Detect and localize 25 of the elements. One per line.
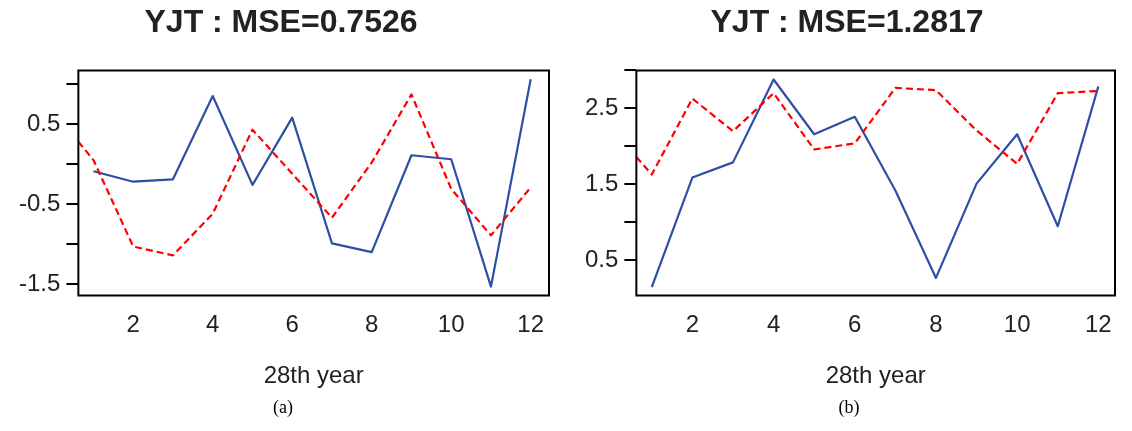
y-tick-label: 1.5 (584, 169, 619, 197)
chart-title: YJT : MSE=0.7526 (144, 3, 418, 40)
x-tick-label: 4 (206, 310, 220, 338)
x-tick-label: 12 (517, 310, 545, 338)
x-axis-title: 28th year (825, 361, 926, 389)
line-series (78, 93, 532, 257)
chart-title: YJT : MSE=1.2817 (710, 3, 984, 40)
x-tick-label: 8 (365, 310, 379, 338)
y-tick-label: 0.5 (26, 108, 61, 136)
y-tick-label: -0.5 (19, 188, 61, 216)
text: (a) (273, 397, 293, 418)
x-axis-title: 28th year (263, 361, 364, 389)
x-tick-label: 6 (848, 310, 862, 338)
x-tick-label: 4 (766, 310, 781, 338)
x-tick-label: 8 (929, 310, 943, 338)
y-tick-label: 2.5 (584, 93, 619, 121)
x-tick-label: 12 (1085, 310, 1112, 338)
x-tick-label: 2 (126, 310, 140, 338)
y-tick-label: -1.5 (19, 268, 61, 296)
text: (b) (838, 397, 860, 418)
x-tick-label: 10 (1003, 310, 1031, 338)
y-tick-label: 0.5 (584, 245, 619, 273)
x-tick-label: 6 (285, 310, 299, 338)
x-tick-label: 10 (437, 310, 465, 338)
x-tick-label: 2 (685, 310, 700, 338)
